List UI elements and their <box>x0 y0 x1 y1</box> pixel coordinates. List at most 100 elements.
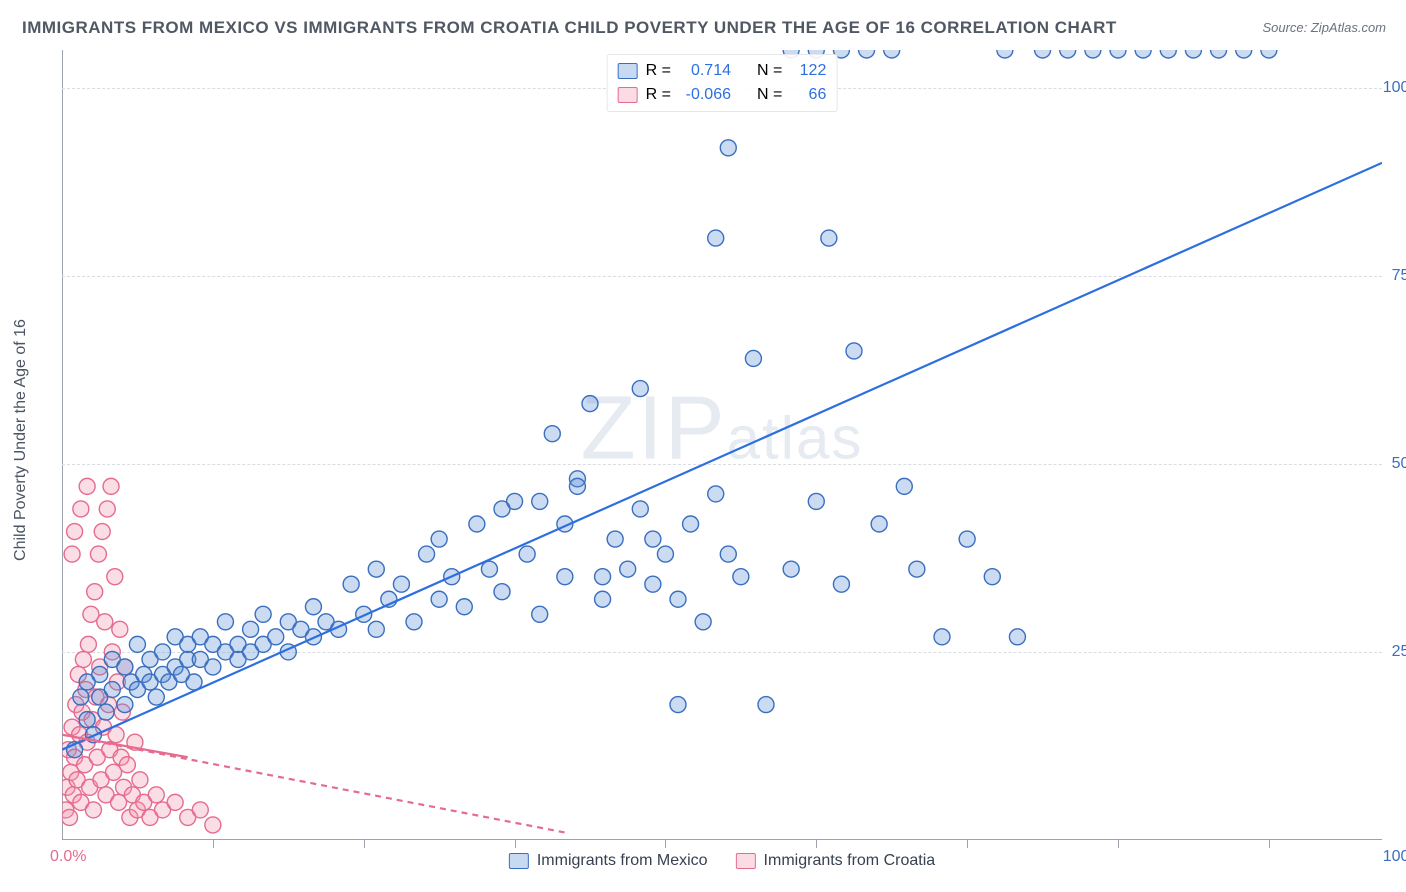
data-point <box>1085 50 1101 58</box>
legend-item-croatia: Immigrants from Croatia <box>736 852 936 870</box>
data-point <box>205 659 221 675</box>
x-minor-tick <box>816 840 817 848</box>
data-point <box>595 591 611 607</box>
chart-title: IMMIGRANTS FROM MEXICO VS IMMIGRANTS FRO… <box>22 18 1117 38</box>
r-label: R = <box>646 62 671 80</box>
data-point <box>1211 50 1227 58</box>
data-point <box>896 478 912 494</box>
x-tick-min: 0.0% <box>50 848 86 866</box>
n-label: N = <box>757 86 782 104</box>
x-minor-tick <box>515 840 516 848</box>
data-point <box>607 531 623 547</box>
data-point <box>1236 50 1252 58</box>
data-point <box>884 50 900 58</box>
data-point <box>205 817 221 833</box>
data-point <box>268 629 284 645</box>
data-point <box>758 697 774 713</box>
data-point <box>117 659 133 675</box>
data-point <box>620 561 636 577</box>
data-point <box>79 478 95 494</box>
r-value-croatia: -0.066 <box>679 86 731 104</box>
data-point <box>119 757 135 773</box>
data-point <box>632 501 648 517</box>
data-point <box>708 486 724 502</box>
data-point <box>984 569 1000 585</box>
data-point <box>595 569 611 585</box>
data-point <box>90 546 106 562</box>
data-point <box>393 576 409 592</box>
data-point <box>406 614 422 630</box>
data-point <box>62 809 78 825</box>
data-point <box>1035 50 1051 58</box>
legend-label-mexico: Immigrants from Mexico <box>537 852 708 870</box>
trend-line <box>62 163 1382 750</box>
scatter-svg <box>62 50 1382 840</box>
data-point <box>557 569 573 585</box>
data-point <box>871 516 887 532</box>
data-point <box>73 501 89 517</box>
data-point <box>532 606 548 622</box>
data-point <box>859 50 875 58</box>
data-point <box>104 682 120 698</box>
data-point <box>720 140 736 156</box>
x-minor-tick <box>967 840 968 848</box>
data-point <box>494 584 510 600</box>
data-point <box>80 636 96 652</box>
n-value-mexico: 122 <box>790 62 826 80</box>
legend-stats-row-mexico: R = 0.714 N = 122 <box>618 59 827 83</box>
legend-square-mexico-b <box>509 853 529 869</box>
data-point <box>305 599 321 615</box>
data-point <box>1160 50 1176 58</box>
data-point <box>846 343 862 359</box>
data-point <box>75 651 91 667</box>
data-point <box>1261 50 1277 58</box>
data-point <box>117 697 133 713</box>
data-point <box>1060 50 1076 58</box>
data-point <box>1009 629 1025 645</box>
n-value-croatia: 66 <box>790 86 826 104</box>
data-point <box>192 802 208 818</box>
data-point <box>148 689 164 705</box>
source-label: Source: ZipAtlas.com <box>1262 20 1386 35</box>
data-point <box>695 614 711 630</box>
data-point <box>909 561 925 577</box>
data-point <box>129 636 145 652</box>
data-point <box>107 569 123 585</box>
data-point <box>368 621 384 637</box>
data-point <box>419 546 435 562</box>
data-point <box>92 666 108 682</box>
data-point <box>103 478 119 494</box>
data-point <box>97 614 113 630</box>
data-point <box>112 621 128 637</box>
data-point <box>959 531 975 547</box>
data-point <box>99 501 115 517</box>
data-point <box>670 591 686 607</box>
data-point <box>532 493 548 509</box>
data-point <box>645 531 661 547</box>
y-tick-label: 100.0% <box>1383 79 1406 97</box>
data-point <box>494 501 510 517</box>
legend-bottom: Immigrants from Mexico Immigrants from C… <box>509 852 935 870</box>
data-point <box>94 524 110 540</box>
x-minor-tick <box>665 840 666 848</box>
data-point <box>733 569 749 585</box>
data-point <box>1185 50 1201 58</box>
legend-square-croatia-b <box>736 853 756 869</box>
x-minor-tick <box>364 840 365 848</box>
legend-label-croatia: Immigrants from Croatia <box>764 852 936 870</box>
data-point <box>569 478 585 494</box>
data-point <box>368 561 384 577</box>
n-label: N = <box>757 62 782 80</box>
data-point <box>821 230 837 246</box>
data-point <box>683 516 699 532</box>
x-tick-max: 100.0% <box>1383 848 1406 866</box>
legend-square-croatia <box>618 87 638 103</box>
legend-stats-row-croatia: R = -0.066 N = 66 <box>618 83 827 107</box>
data-point <box>657 546 673 562</box>
data-point <box>64 546 80 562</box>
data-point <box>255 606 271 622</box>
data-point <box>98 704 114 720</box>
data-point <box>670 697 686 713</box>
data-point <box>708 230 724 246</box>
data-point <box>745 350 761 366</box>
